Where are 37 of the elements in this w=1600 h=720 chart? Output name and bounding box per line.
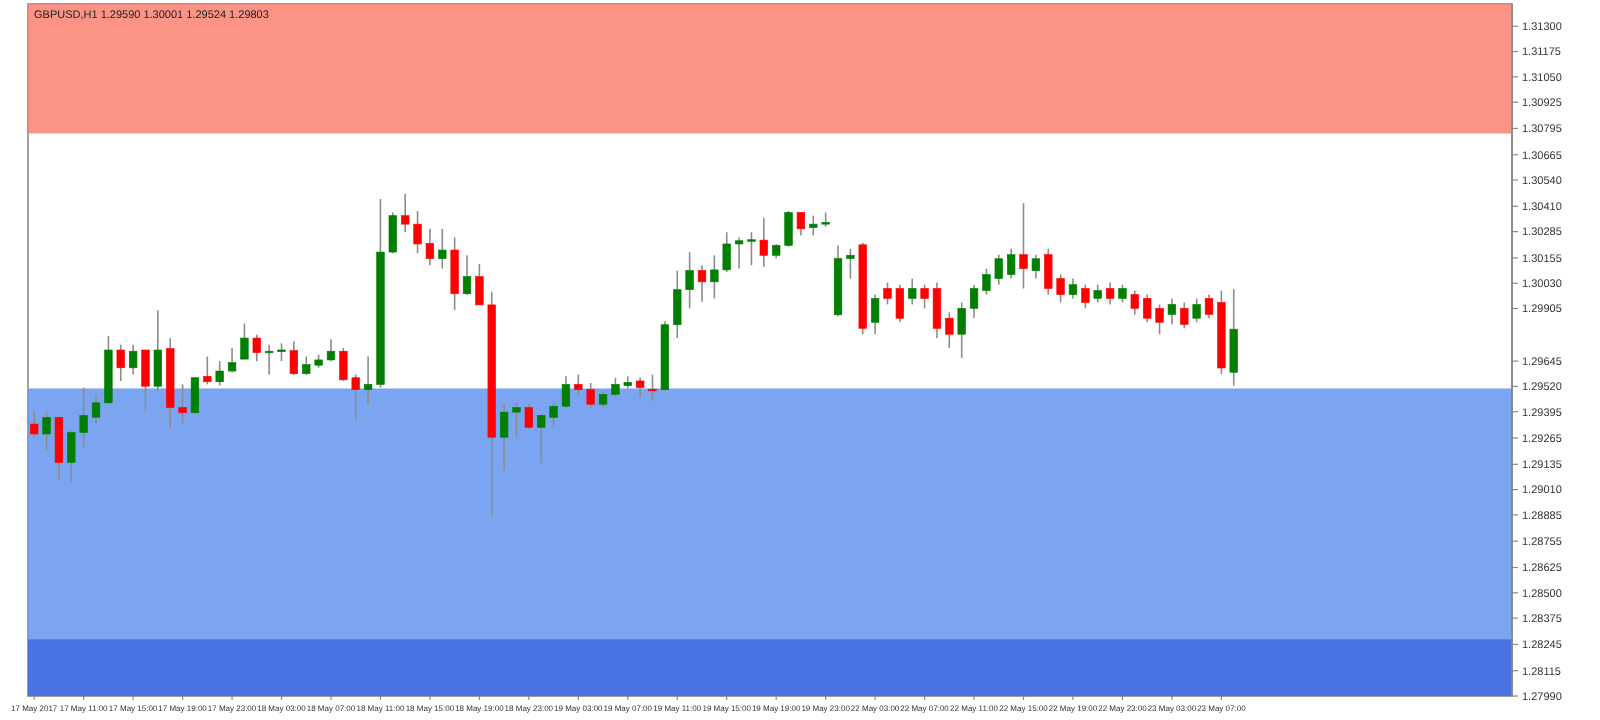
candlestick: [796, 211, 806, 237]
candlestick: [648, 373, 657, 402]
candlestick: [42, 410, 51, 452]
candlestick: [1229, 288, 1238, 387]
candlestick: [1068, 277, 1078, 300]
candlestick: [438, 228, 447, 270]
candlestick: [636, 376, 645, 399]
candlestick: [54, 416, 64, 482]
candlestick: [1105, 281, 1115, 306]
candlestick: [1130, 289, 1139, 316]
candlestick: [1081, 283, 1090, 310]
candlestick: [1007, 248, 1016, 280]
candlestick: [1180, 301, 1189, 330]
candlestick: [1192, 297, 1201, 324]
candlestick: [870, 293, 880, 336]
candlestick: [462, 254, 472, 296]
candlestick: [945, 311, 954, 349]
candlestick: [759, 216, 768, 268]
candlestick: [252, 333, 261, 362]
candlestick: [128, 343, 138, 376]
candlestick: [524, 403, 533, 431]
candlestick: [697, 264, 707, 303]
candlestick: [1167, 297, 1177, 326]
candlestick: [908, 277, 917, 306]
candlestick: [240, 322, 249, 360]
candlestick: [1019, 202, 1028, 290]
candlestick: [957, 301, 966, 359]
candlestick: [141, 349, 150, 412]
candlestick: [153, 309, 162, 392]
candlestick: [215, 360, 224, 387]
candlestick: [289, 340, 299, 376]
candlestick: [190, 376, 200, 415]
candlestick: [1031, 253, 1041, 280]
candlestick: [116, 343, 125, 382]
candlestick: [227, 347, 237, 374]
candlestick: [450, 236, 459, 311]
candlestick: [203, 355, 212, 386]
